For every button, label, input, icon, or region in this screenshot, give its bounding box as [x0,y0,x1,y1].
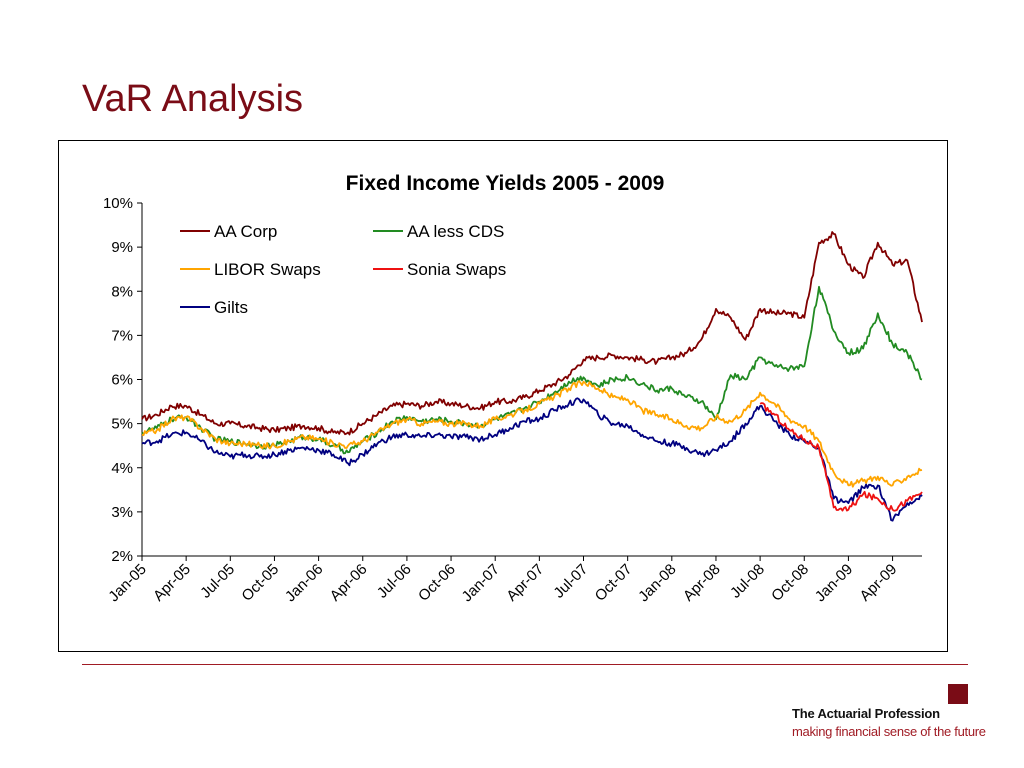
x-tick-label: Jul-05 [197,561,238,602]
legend: AA Corp AA less CDS LIBOR Swaps Sonia Swaps… [180,222,506,317]
org-name: The Actuarial Profession [792,706,940,721]
series-line-aa-corp [141,231,923,436]
x-tick-label: Oct-05 [238,561,282,605]
legend-label: Gilts [214,298,248,317]
x-tick-label: Apr-07 [503,561,547,605]
y-tick-label: 5% [111,416,133,433]
legend-label: LIBOR Swaps [214,260,321,279]
series-lines [141,231,923,522]
x-tick-label: Jul-07 [550,561,591,602]
y-tick-label: 9% [111,239,133,256]
slide-title: VaR Analysis [82,78,304,120]
y-tick-label: 4% [111,460,133,477]
x-tick-label: Apr-06 [327,561,371,605]
series-line-gilts [141,397,923,522]
x-tick-label: Apr-05 [150,561,194,605]
y-tick-label: 6% [111,372,133,389]
x-tick-label: Jan-07 [459,561,503,605]
footer-divider [82,664,968,665]
x-tick-label: Jul-06 [374,561,415,602]
y-tick-label: 8% [111,283,133,300]
series-line-libor-swaps [141,380,923,488]
x-tick-label: Jan-06 [282,561,326,605]
legend-label: AA Corp [214,222,277,241]
legend-label: AA less CDS [407,222,504,241]
x-tick-label: Jan-05 [105,561,149,605]
profession-logo-icon [948,684,968,704]
y-tick-label: 3% [111,504,133,521]
org-tagline: making financial sense of the future [792,724,986,739]
yield-chart: Fixed Income Yields 2005 - 2009 2% 3% 4% 5%… [103,172,923,605]
x-tick-label: Jul-08 [727,561,768,602]
chart-title: Fixed Income Yields 2005 - 2009 [346,172,665,195]
x-tick-label: Apr-09 [857,561,901,605]
y-tick-label: 2% [111,548,133,565]
x-tick-label: Oct-06 [415,561,459,605]
series-line-sonia-swaps [759,402,923,512]
x-tick-label: Jan-09 [812,561,856,605]
legend-label: Sonia Swaps [407,260,506,279]
x-tick-label: Jan-08 [635,561,679,605]
y-tick-label: 7% [111,327,133,344]
x-tick-label: Oct-08 [768,561,812,605]
chart-frame: Fixed Income Yields 2005 - 2009 2% 3% 4% 5%… [58,140,948,652]
x-tick-label: Apr-08 [680,561,724,605]
x-tick-label: Oct-07 [592,561,636,605]
y-tick-label: 10% [103,195,133,212]
